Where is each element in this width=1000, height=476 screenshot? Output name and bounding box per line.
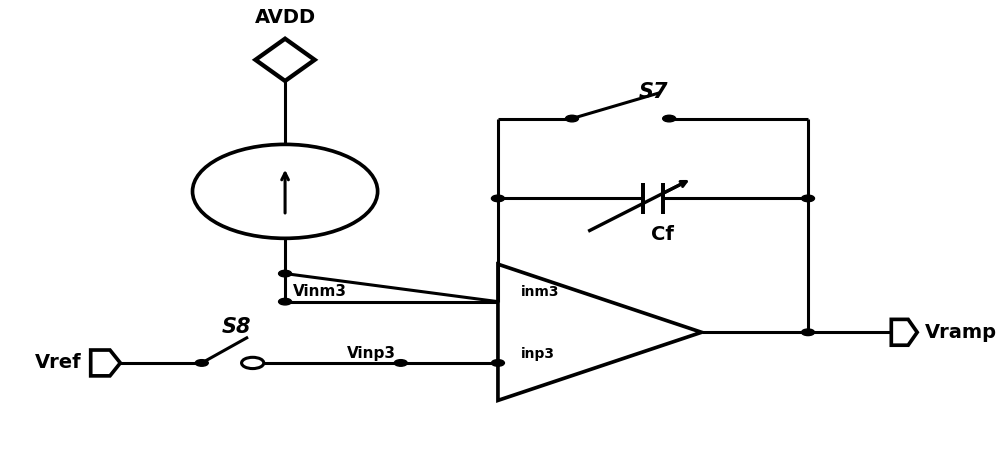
Circle shape xyxy=(279,270,292,277)
Circle shape xyxy=(491,195,504,202)
Circle shape xyxy=(195,360,208,366)
Circle shape xyxy=(491,360,504,366)
Text: S7: S7 xyxy=(638,82,668,102)
Circle shape xyxy=(802,195,814,202)
Text: Vinm3: Vinm3 xyxy=(292,284,346,299)
Circle shape xyxy=(802,329,814,336)
Text: Vramp: Vramp xyxy=(925,323,997,342)
Text: Vref: Vref xyxy=(35,354,81,372)
Circle shape xyxy=(566,115,578,122)
Text: Cf: Cf xyxy=(651,226,674,244)
Circle shape xyxy=(279,298,292,305)
Text: AVDD: AVDD xyxy=(255,8,316,27)
Text: Vinp3: Vinp3 xyxy=(347,346,396,361)
Text: inm3: inm3 xyxy=(521,285,560,299)
Text: inp3: inp3 xyxy=(521,347,555,361)
Circle shape xyxy=(663,115,676,122)
Text: S8: S8 xyxy=(222,317,251,337)
Circle shape xyxy=(394,360,407,366)
